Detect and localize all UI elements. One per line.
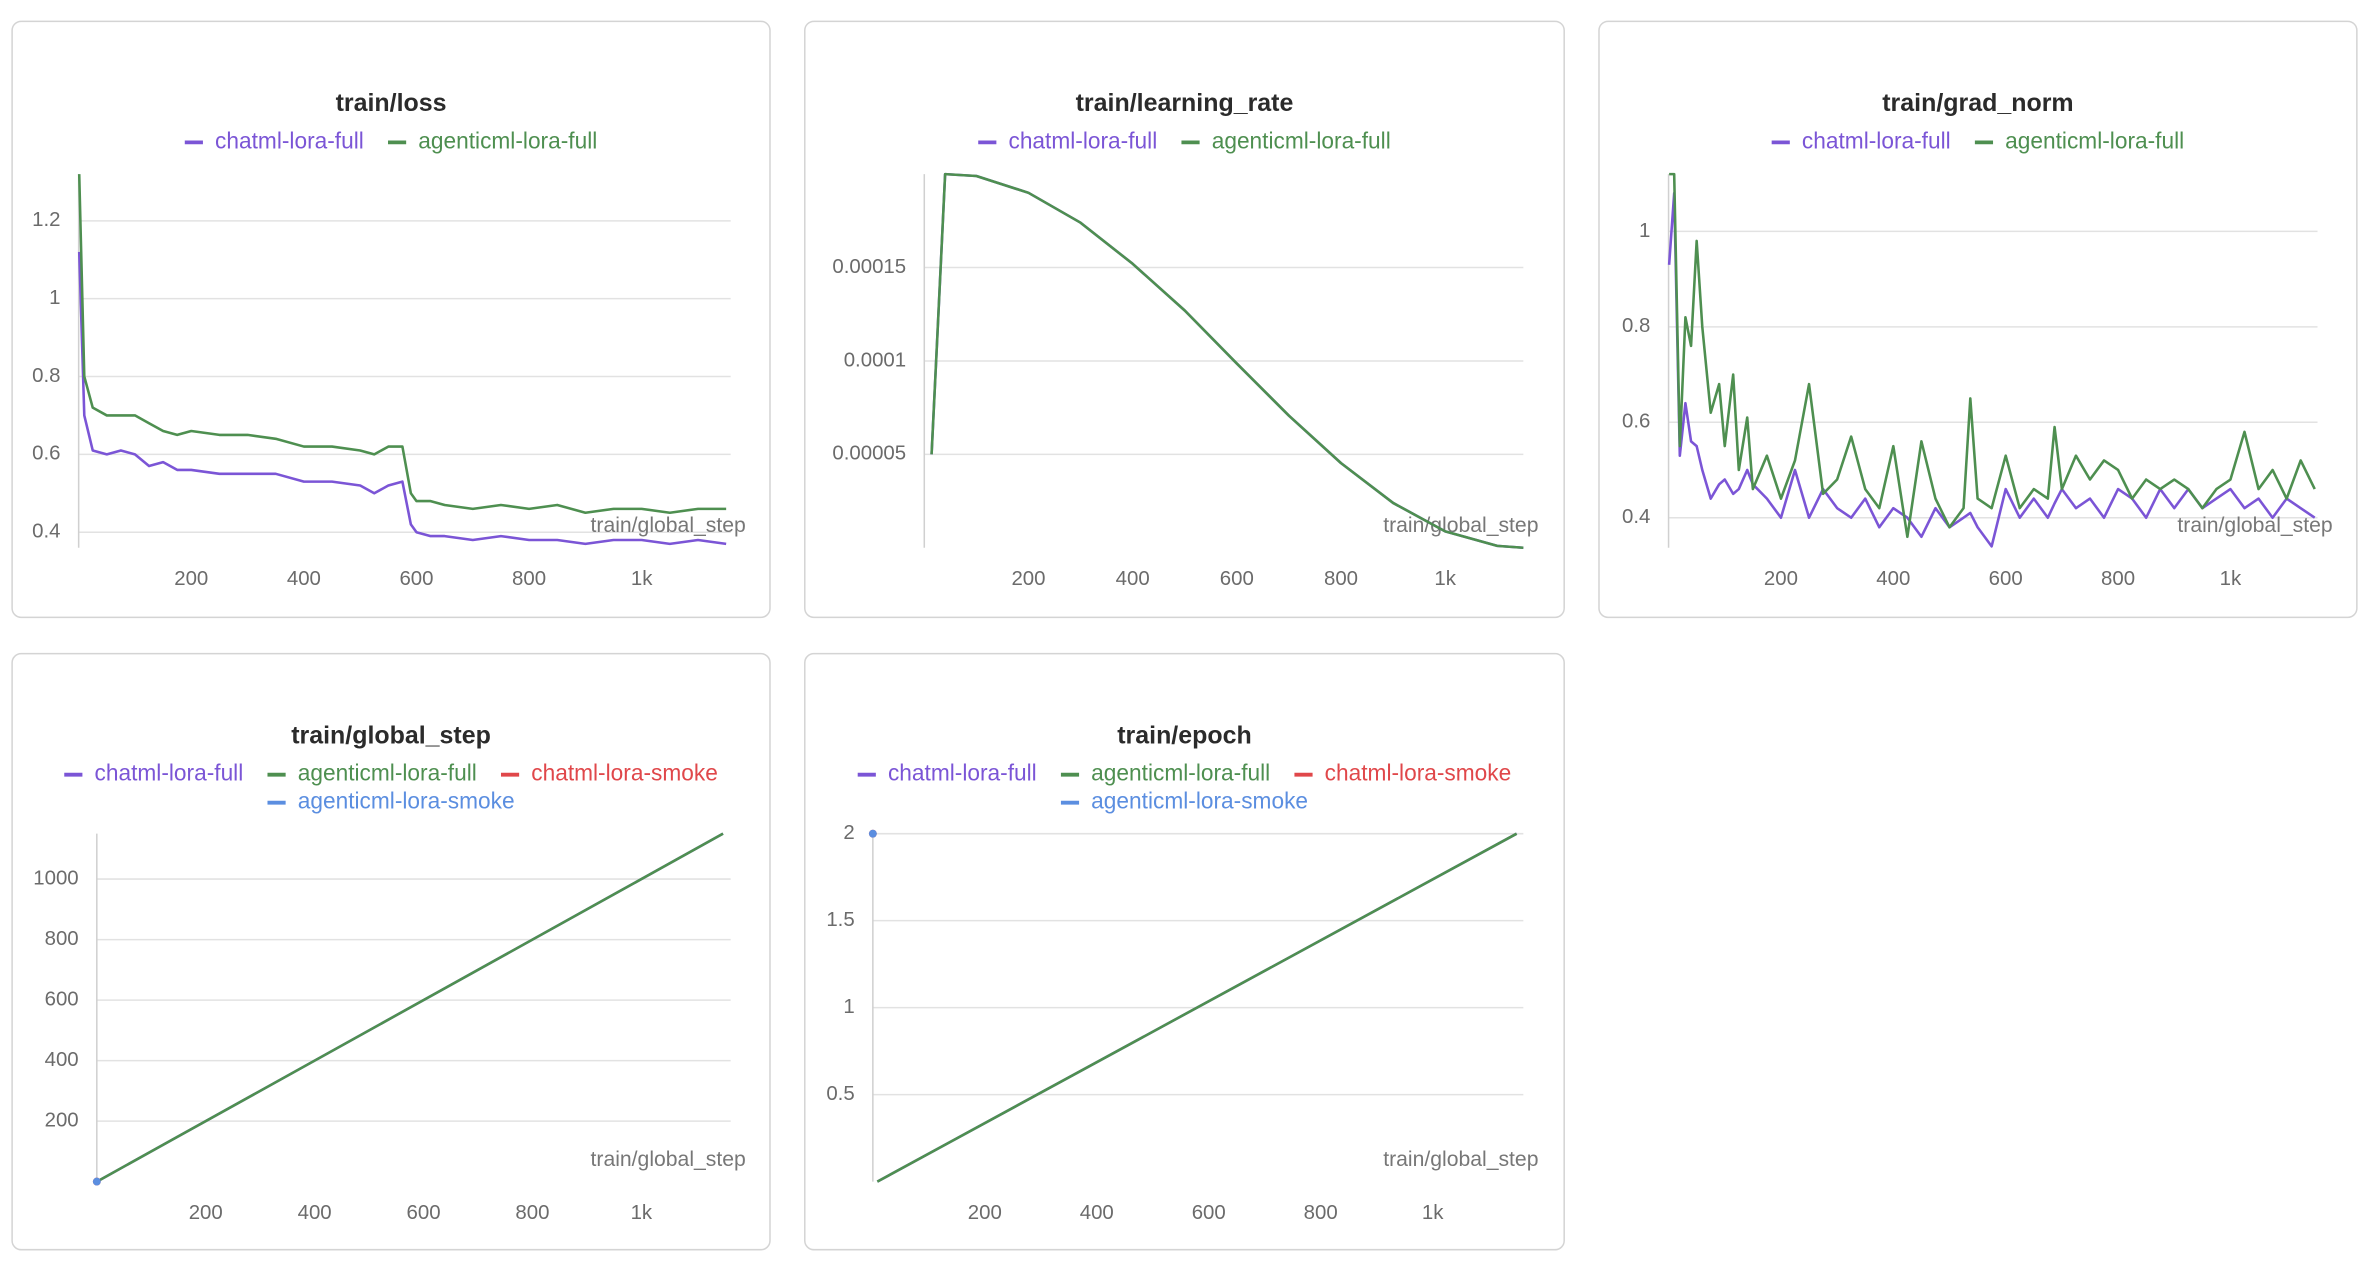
y-tick-label: 0.8: [1622, 315, 1650, 337]
legend-label: agenticml-lora-smoke: [1091, 788, 1308, 814]
x-tick-label: 800: [515, 1202, 549, 1224]
series-point: [92, 1177, 101, 1186]
x-tick-label: 400: [298, 1202, 332, 1224]
y-tick-label: 1: [843, 996, 854, 1018]
panel-frame: [804, 652, 1565, 1251]
legend-label: chatml-lora-full: [888, 760, 1037, 786]
series-line: [77, 174, 727, 515]
y-tick-label: 400: [45, 1049, 79, 1071]
chart-panel: train/global_step chatml-lora-full agentic…: [11, 652, 771, 1251]
x-axis-label: train/global_step: [2177, 514, 2332, 537]
y-tick-label: 1.2: [32, 209, 60, 231]
x-axis-label: train/global_step: [591, 1148, 746, 1171]
chart-title: train/global_step: [291, 721, 491, 749]
x-tick-label: 400: [287, 568, 321, 590]
x-tick-label: 200: [1764, 568, 1798, 590]
y-tick-label: 1: [1639, 220, 1650, 242]
y-tick-label: 600: [45, 988, 79, 1010]
y-tick-label: 1: [49, 287, 60, 309]
panel-frame: [1598, 20, 2358, 619]
legend-label: chatml-lora-full: [215, 127, 364, 153]
legend-label: chatml-lora-smoke: [531, 760, 718, 786]
x-tick-label: 1k: [631, 568, 653, 590]
chart-title: train/grad_norm: [1882, 89, 2073, 117]
x-tick-label: 1k: [1434, 568, 1456, 590]
x-tick-label: 800: [1324, 568, 1358, 590]
x-tick-label: 200: [189, 1202, 223, 1224]
panel-frame: [11, 652, 771, 1251]
x-tick-label: 400: [1116, 568, 1150, 590]
x-tick-label: 200: [174, 568, 208, 590]
y-tick-label: 0.5: [826, 1083, 854, 1105]
series-line: [96, 832, 724, 1183]
legend-label: chatml-lora-smoke: [1325, 760, 1512, 786]
y-tick-label: 1.5: [826, 909, 854, 931]
chart-panel: train/grad_norm chatml-lora-full agenticml…: [1598, 20, 2358, 619]
x-tick-label: 600: [1192, 1202, 1226, 1224]
y-tick-label: 0.0001: [844, 349, 906, 371]
chart-panel: train/loss chatml-lora-full agenticml-lora…: [11, 20, 771, 619]
panel-frame: [11, 20, 771, 619]
y-tick-label: 0.6: [1622, 411, 1650, 433]
chart-panel: train/learning_rate chatml-lora-full agent…: [804, 20, 1565, 619]
series-line: [930, 172, 1524, 550]
legend-label: agenticml-lora-smoke: [298, 788, 515, 814]
chart-title: train/learning_rate: [1076, 89, 1294, 117]
x-tick-label: 200: [968, 1202, 1002, 1224]
panel-frame: [804, 20, 1565, 619]
legend-label: agenticml-lora-full: [298, 760, 477, 786]
series-point: [868, 829, 877, 838]
x-tick-label: 600: [407, 1202, 441, 1224]
y-tick-label: 0.8: [32, 365, 60, 387]
chart-title: train/loss: [336, 89, 447, 117]
series-line: [1667, 191, 2316, 548]
x-tick-label: 600: [399, 568, 433, 590]
x-tick-label: 800: [512, 568, 546, 590]
x-tick-label: 800: [2101, 568, 2135, 590]
series-line: [1669, 172, 2316, 539]
x-tick-label: 1k: [2220, 568, 2242, 590]
legend-label: chatml-lora-full: [1008, 127, 1157, 153]
legend-label: agenticml-lora-full: [2005, 127, 2184, 153]
x-tick-label: 400: [1080, 1202, 1114, 1224]
x-tick-label: 1k: [1422, 1202, 1444, 1224]
y-tick-label: 0.4: [32, 521, 60, 543]
x-axis-label: train/global_step: [1383, 1148, 1538, 1171]
x-axis-label: train/global_step: [1383, 514, 1538, 537]
series-line: [876, 832, 1518, 1183]
legend-label: agenticml-lora-full: [1091, 760, 1270, 786]
y-tick-label: 800: [45, 928, 79, 950]
x-tick-label: 800: [1304, 1202, 1338, 1224]
legend-label: agenticml-lora-full: [1212, 127, 1391, 153]
y-tick-label: 2: [843, 822, 854, 844]
y-tick-label: 0.00005: [832, 443, 906, 465]
y-tick-label: 0.6: [32, 443, 60, 465]
chart-panel: train/epoch chatml-lora-full agenticml-lor…: [804, 652, 1565, 1251]
y-tick-label: 0.4: [1622, 506, 1650, 528]
legend-label: chatml-lora-full: [95, 760, 244, 786]
y-tick-label: 200: [45, 1109, 79, 1131]
x-tick-label: 400: [1876, 568, 1910, 590]
chart-title: train/epoch: [1117, 721, 1252, 749]
y-tick-label: 1000: [33, 867, 78, 889]
legend-label: chatml-lora-full: [1802, 127, 1951, 153]
y-tick-label: 0.00015: [832, 256, 906, 278]
x-axis-label: train/global_step: [591, 514, 746, 537]
x-tick-label: 200: [1011, 568, 1045, 590]
legend-label: agenticml-lora-full: [418, 127, 597, 153]
x-tick-label: 1k: [631, 1202, 653, 1224]
x-tick-label: 600: [1220, 568, 1254, 590]
x-tick-label: 600: [1989, 568, 2023, 590]
series-line: [77, 251, 727, 546]
